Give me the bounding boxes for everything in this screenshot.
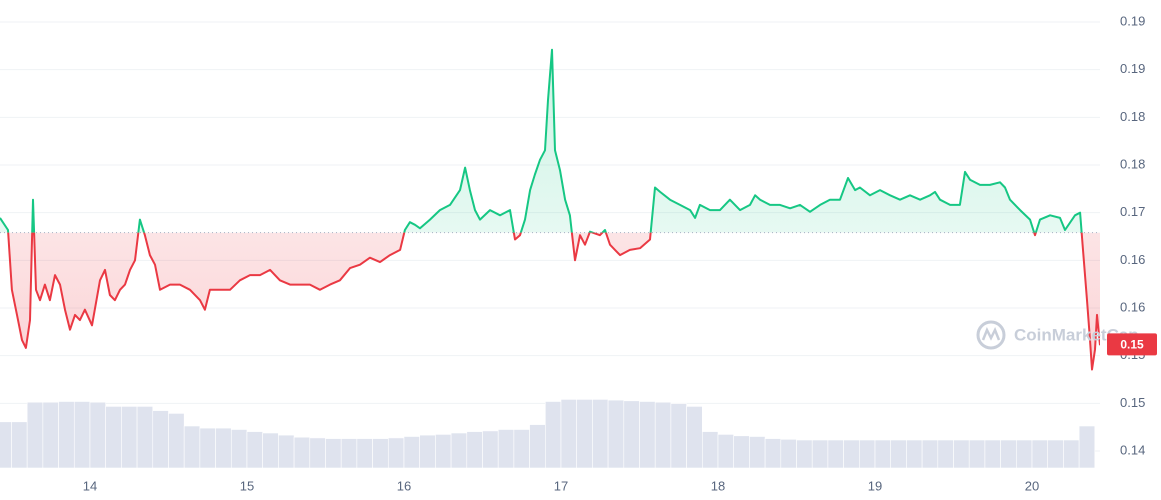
volume-bar (309, 437, 326, 469)
volume-bar (968, 439, 986, 469)
x-tick-label: 17 (554, 478, 568, 493)
volume (0, 399, 1096, 469)
volume-bar (937, 439, 954, 469)
volume-bar (529, 424, 546, 469)
volume-bar (0, 421, 12, 469)
x-tick-label: 20 (1025, 478, 1039, 493)
volume-bar (1078, 425, 1096, 469)
x-tick-label: 19 (868, 478, 882, 493)
volume-bar (246, 431, 263, 469)
volume-bar (356, 438, 373, 469)
y-tick-label: 0.18 (1120, 109, 1145, 124)
x-tick-label: 15 (240, 478, 254, 493)
x-tick-label: 14 (83, 478, 97, 493)
line-above (0, 48, 1083, 233)
volume-bar (544, 401, 562, 469)
volume-bar (325, 438, 342, 469)
volume-bar (293, 436, 311, 469)
volume-bar (607, 399, 625, 469)
volume-bar (11, 421, 28, 469)
volume-bar (764, 438, 782, 469)
price-line (0, 48, 1100, 371)
volume-bar (670, 403, 687, 469)
volume-bar (796, 439, 813, 469)
volume-bar (1031, 439, 1049, 469)
volume-bar (136, 406, 154, 469)
volume-bar (105, 406, 122, 469)
volume-bar (278, 434, 295, 469)
volume-bar (89, 401, 106, 469)
volume-bar (73, 401, 91, 469)
volume-bar (183, 425, 201, 469)
volume-bar (686, 406, 703, 469)
volume-bar (1000, 439, 1017, 469)
watermark-logo (976, 320, 1006, 350)
volume-bar (827, 439, 844, 469)
volume-bar (890, 439, 907, 469)
price-tag-label: 0.15 (1120, 338, 1144, 352)
volume-bar (623, 400, 640, 469)
area-above (0, 49, 1100, 233)
price-tag (1107, 333, 1157, 356)
volume-bar (121, 406, 138, 469)
volume-bar (701, 431, 719, 469)
volume-bar (450, 432, 468, 469)
volume-bar (576, 399, 593, 469)
volume-bar (984, 439, 1001, 469)
y-tick-label: 0.14 (1120, 442, 1145, 457)
volume-bar (1063, 439, 1080, 469)
watermark-logo-mark (981, 326, 1001, 341)
volume-bar (592, 399, 609, 469)
volume-bar (497, 429, 515, 469)
volume-bar (811, 439, 829, 469)
volume-bar (749, 436, 766, 469)
area-below (8, 232, 1100, 370)
volume-bar (199, 427, 216, 469)
volume-bar (906, 439, 923, 469)
volume-bar (654, 401, 672, 469)
volume-bar (215, 427, 232, 469)
volume-bar (403, 436, 420, 469)
volume-bar (953, 439, 970, 469)
x-tick-label: 18 (711, 478, 725, 493)
volume-bar (419, 434, 436, 469)
y-tick-label: 0.15 (1120, 395, 1145, 410)
y-tick-label: 0.17 (1120, 204, 1145, 219)
volume-bar (1016, 439, 1033, 469)
line-below (7, 232, 1100, 371)
volume-bar (340, 438, 358, 469)
volume-bar (58, 401, 75, 469)
volume-bar (482, 430, 499, 469)
x-tick-label: 16 (397, 478, 411, 493)
y-tick-label: 0.19 (1120, 61, 1145, 76)
volume-bar (230, 429, 248, 469)
y-tick-label: 0.19 (1120, 13, 1145, 28)
volume-bar (639, 401, 656, 469)
volume-bar (26, 401, 44, 469)
volume-bar (42, 401, 59, 469)
volume-bar (859, 439, 876, 469)
volume-bar (513, 429, 530, 469)
volume-bar (262, 432, 279, 469)
volume-bar (1047, 439, 1064, 469)
y-tick-label: 0.16 (1120, 299, 1145, 314)
volume-bar (874, 439, 892, 469)
volume-bar (843, 439, 860, 469)
volume-bar (152, 410, 169, 469)
axes: 0.14 0.15 0.15 0.16 0.16 0.17 0.18 0.18 0.19 0.19… (83, 13, 1157, 493)
volume-bar (780, 438, 797, 469)
volume-bar (372, 438, 389, 469)
volume-bar (168, 413, 185, 469)
volume-bar (466, 431, 483, 469)
volume-bar (560, 399, 577, 469)
volume-bar (387, 437, 405, 469)
volume-bar (435, 434, 452, 469)
y-tick-label: 0.18 (1120, 156, 1145, 171)
volume-bar (717, 434, 734, 469)
y-tick-label: 0.16 (1120, 252, 1145, 267)
volume-bar (921, 439, 939, 469)
volume-bar (733, 435, 750, 469)
